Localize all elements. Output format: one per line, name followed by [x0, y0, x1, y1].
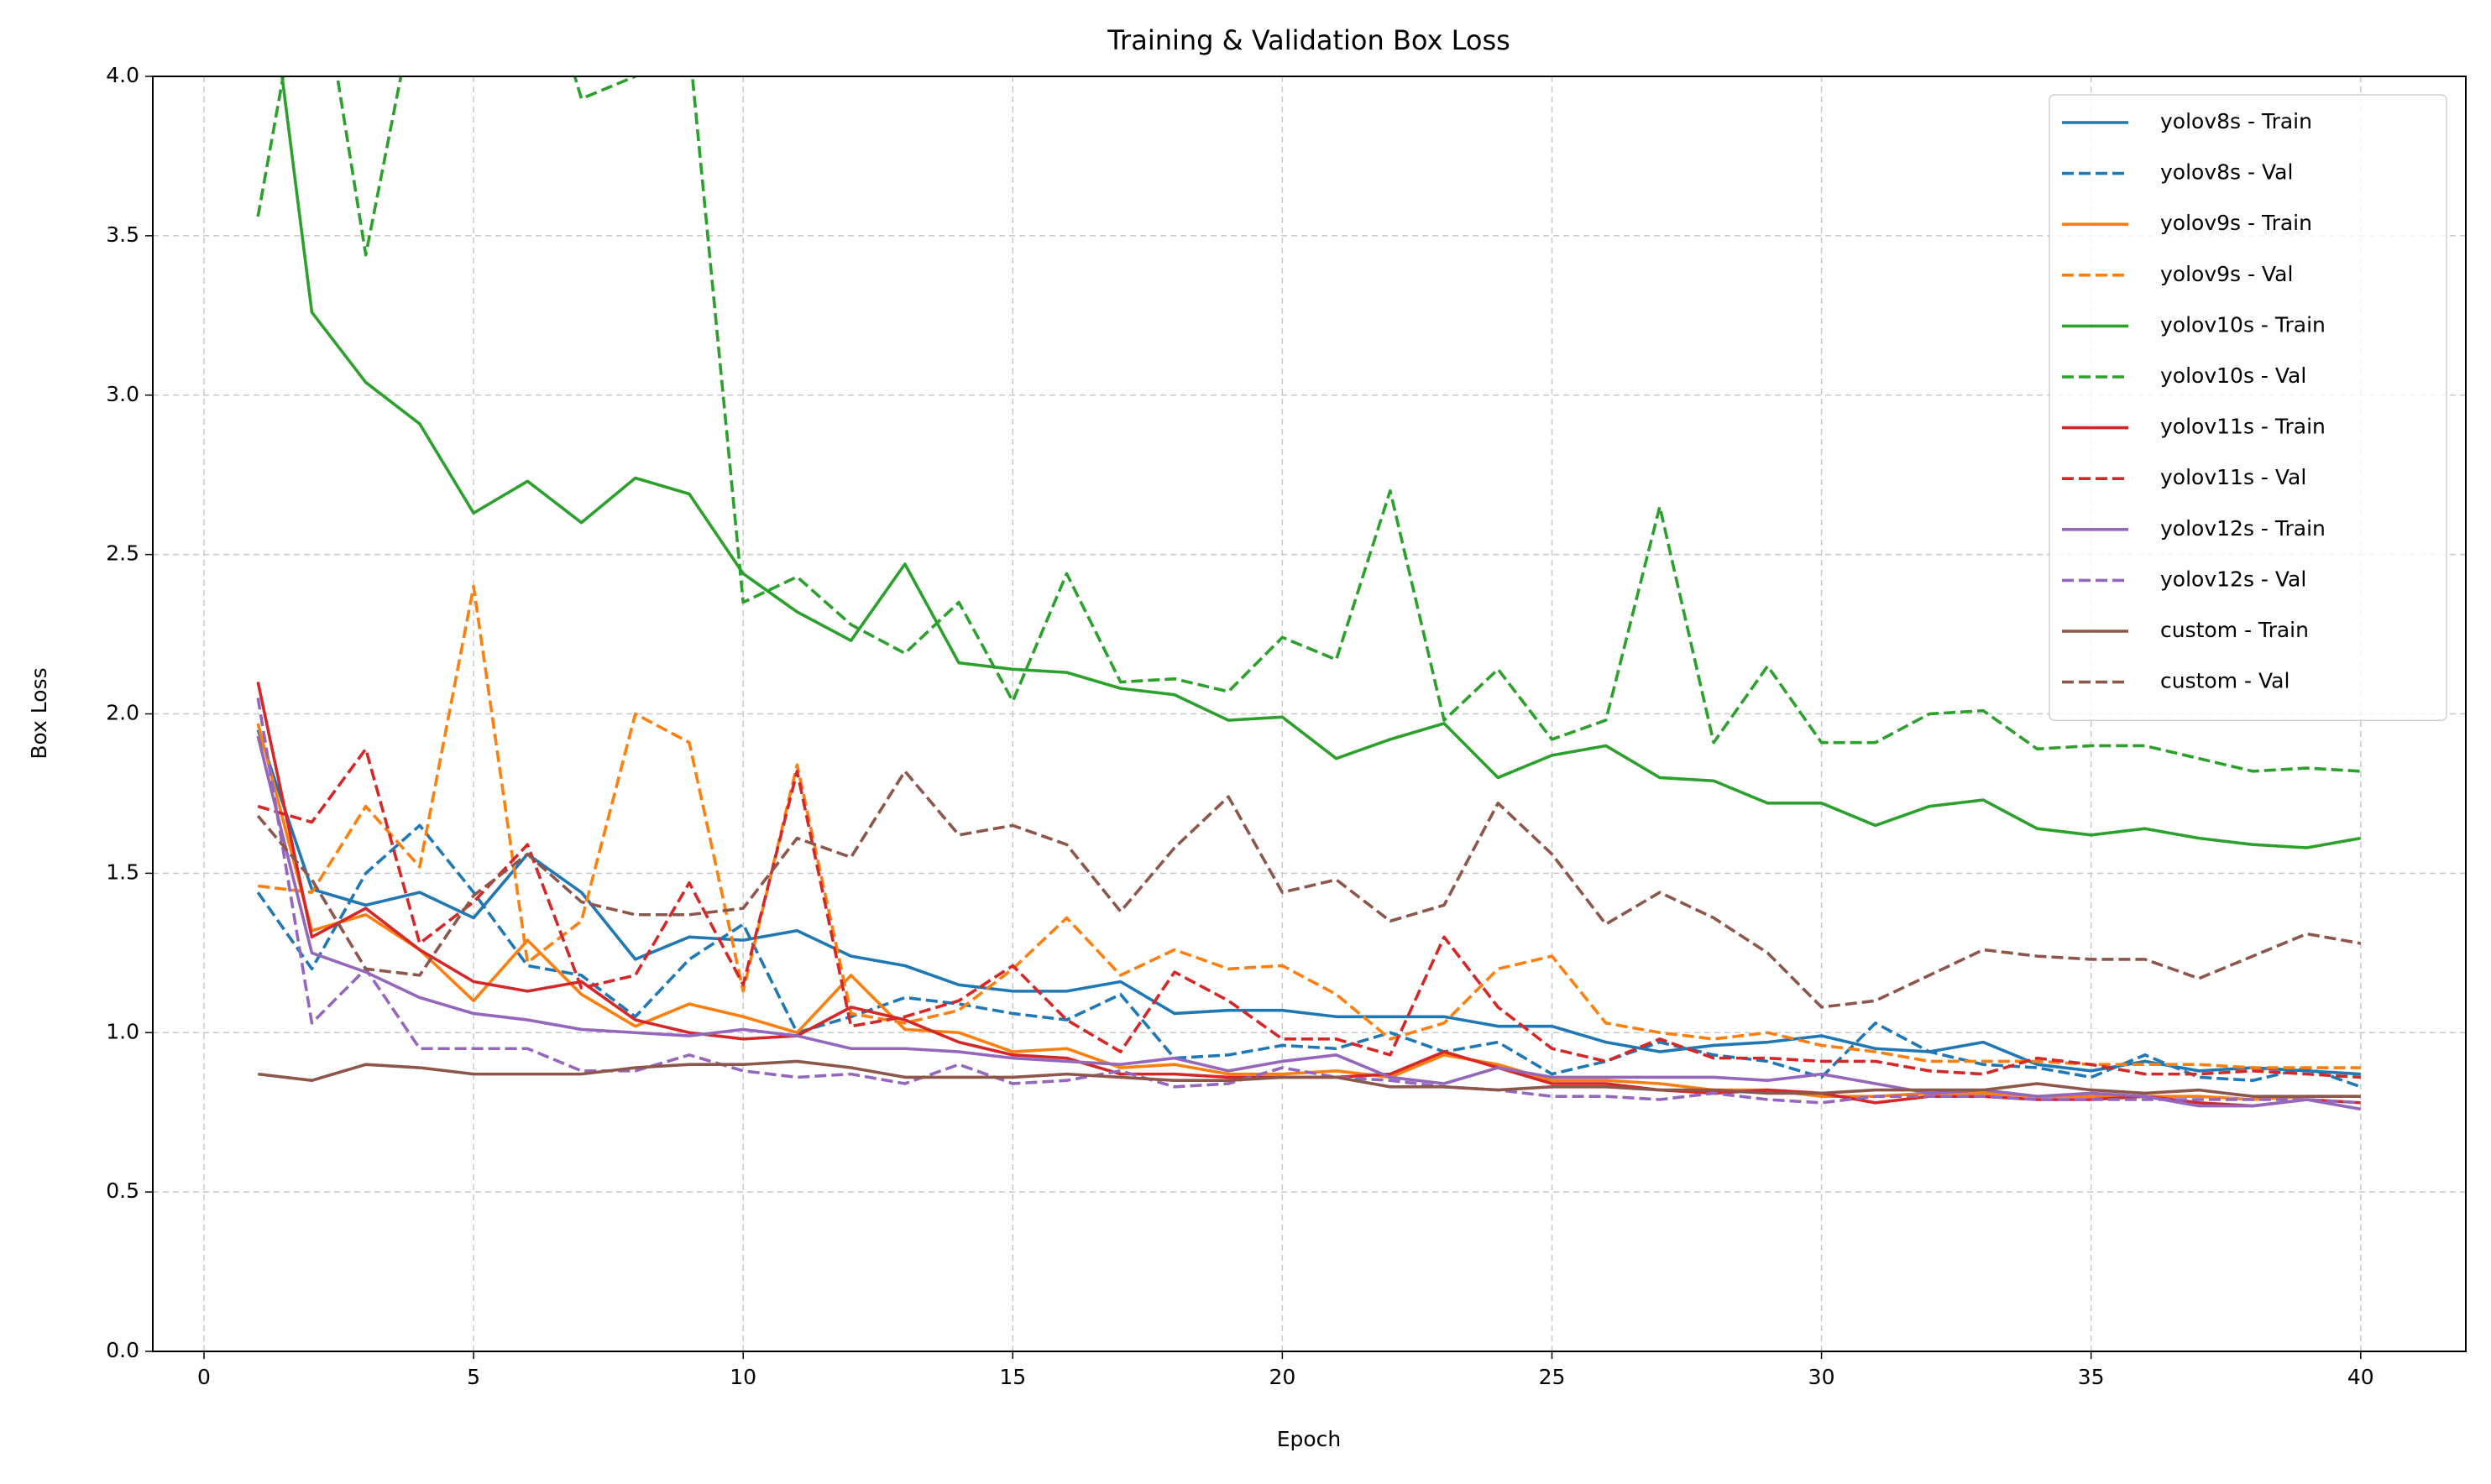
line-series: [256, 76, 2361, 773]
legend-label: custom - Val: [2160, 669, 2290, 693]
y-tick-label: 0.0: [106, 1338, 139, 1362]
y-tick-label: 3.5: [106, 222, 139, 247]
x-axis-label: Epoch: [1277, 1427, 1342, 1451]
y-tick-label: 0.5: [106, 1178, 139, 1203]
x-tick-label: 20: [1269, 1365, 1295, 1389]
legend-label: custom - Train: [2160, 618, 2309, 642]
line-series: [258, 1059, 2361, 1098]
line-series: [256, 770, 2362, 1009]
legend-label: yolov12s - Train: [2160, 516, 2326, 541]
y-tick-label: 3.0: [106, 382, 139, 406]
x-tick-label: 40: [2347, 1365, 2374, 1389]
legend-label: yolov11s - Train: [2160, 415, 2326, 439]
legend: yolov8s - Train yolov8s - Val yolov9s - Tr…: [2049, 94, 2447, 721]
y-tick-label: 2.5: [106, 541, 139, 566]
ticks: 0 5 10 15 20 25 30 35 40 0.0 0.5 1.0 1.5 2.0 2.5 3.0 3.5…: [106, 63, 2373, 1389]
legend-label: yolov10s - Train: [2160, 312, 2326, 337]
x-tick-label: 5: [467, 1365, 480, 1389]
x-tick-label: 30: [1808, 1365, 1835, 1389]
x-tick-label: 35: [2078, 1365, 2105, 1389]
legend-label: yolov10s - Val: [2160, 363, 2306, 388]
y-tick-label: 1.0: [106, 1019, 139, 1043]
legend-label: yolov8s - Train: [2160, 109, 2312, 133]
legend-label: yolov11s - Val: [2160, 465, 2306, 489]
x-tick-label: 15: [999, 1365, 1026, 1389]
legend-label: yolov12s - Val: [2160, 567, 2306, 591]
y-tick-label: 2.0: [106, 701, 139, 725]
legend-label: yolov9s - Train: [2160, 211, 2312, 235]
y-tick-label: 4.0: [106, 63, 139, 87]
legend-label: yolov9s - Val: [2160, 262, 2293, 286]
line-series: [258, 584, 2361, 1069]
x-tick-label: 25: [1539, 1365, 1566, 1389]
line-series: [257, 747, 2361, 1079]
x-tick-label: 10: [730, 1365, 756, 1389]
legend-label: yolov8s - Val: [2160, 160, 2293, 185]
x-tick-label: 0: [197, 1365, 211, 1389]
line-series: [256, 735, 2362, 1111]
plot-area: [256, 76, 2362, 1111]
line-series: [256, 729, 2361, 1076]
chart-title: Training & Validation Box Loss: [1107, 24, 1510, 56]
legend-box: [2049, 94, 2447, 721]
y-tick-label: 1.5: [106, 860, 139, 884]
line-series: [280, 76, 2362, 849]
y-axis-label: Box Loss: [27, 667, 51, 759]
